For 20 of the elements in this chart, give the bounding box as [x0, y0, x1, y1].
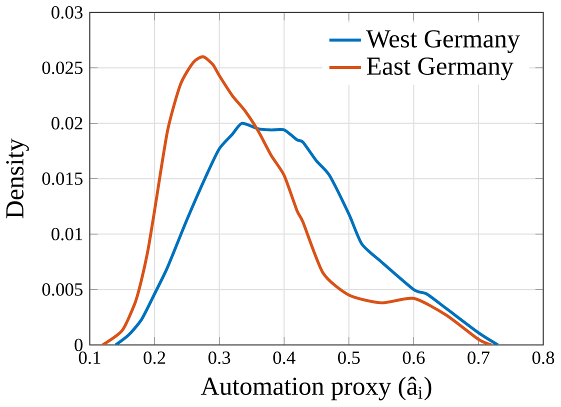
- y-axis-title: Density: [6, 138, 29, 218]
- legend-label: East Germany: [366, 58, 514, 80]
- x-tick-label: 0.4: [273, 352, 296, 364]
- line-series: [114, 122, 500, 346]
- y-tick-label: 0.015: [42, 172, 82, 186]
- x-tick-label: 0.5: [338, 352, 360, 364]
- y-tick-label: 0: [74, 338, 83, 352]
- y-tick-label: 0.005: [42, 283, 82, 296]
- x-tick-label: 0.2: [144, 352, 166, 364]
- y-tick-label: 0.02: [52, 117, 82, 130]
- x-tick-label: 0.7: [468, 352, 490, 364]
- y-tick-label: 0.025: [42, 62, 82, 74]
- y-tick-label: 0.01: [52, 228, 82, 241]
- x-tick-label: 0.8: [532, 352, 554, 364]
- y-tick-label: 0.03: [52, 6, 82, 19]
- x-tick-label: 0.3: [208, 352, 230, 364]
- x-tick-label: 0.1: [78, 352, 100, 364]
- x-tick-label: 0.6: [402, 352, 425, 364]
- legend-label: West Germany: [366, 30, 520, 54]
- x-axis-title: Automation proxy (â$_{i}$): [200, 376, 432, 401]
